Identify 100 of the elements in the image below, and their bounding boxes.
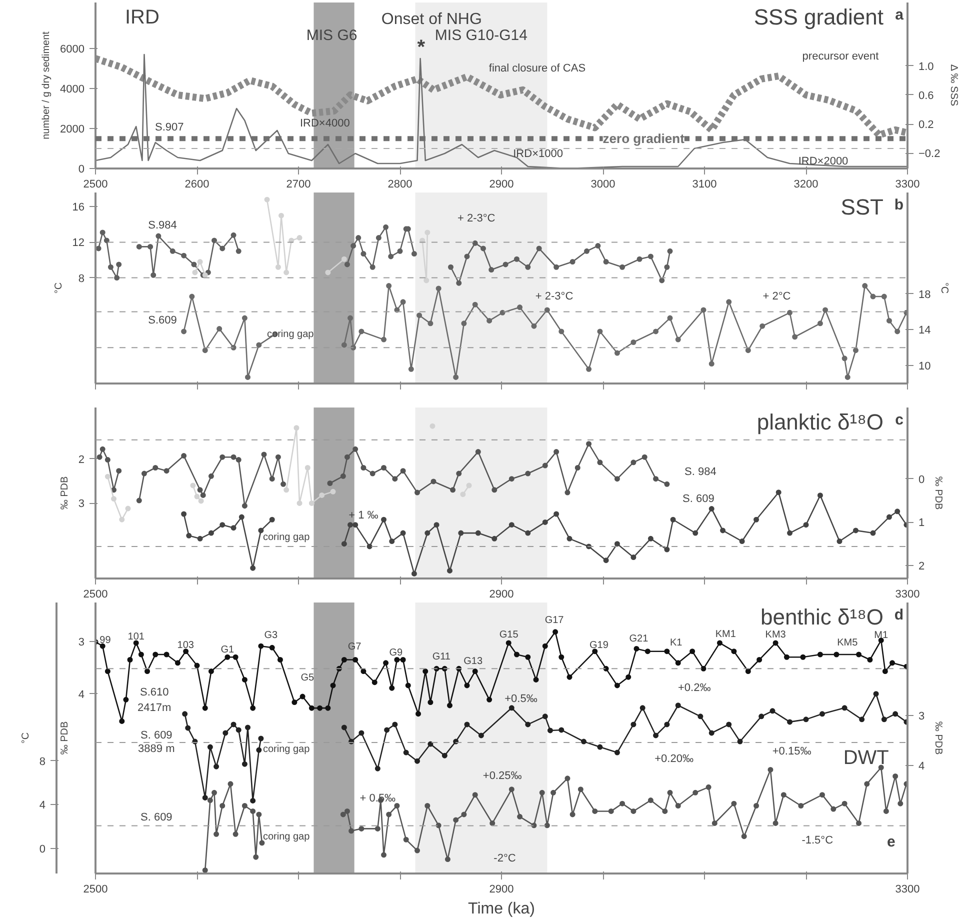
annotation: G11 <box>432 652 451 663</box>
y2-tick-label: 0.2 <box>918 119 934 132</box>
x-tick-label: 2500 <box>83 884 108 896</box>
annotation: S. 609 <box>682 493 714 506</box>
annotation: KM1 <box>715 628 736 640</box>
x-tick-label: 3300 <box>895 178 920 190</box>
annotation: G7 <box>348 642 362 653</box>
annotation: K1 <box>670 637 683 648</box>
chart-subtitle: c <box>895 412 904 428</box>
annotation: +0.15‰ <box>772 746 812 758</box>
y-tick-label: 3 <box>78 498 85 510</box>
y-axis-title: ‰ PDB <box>59 476 70 510</box>
annotation: MIS G10-G14 <box>434 27 528 44</box>
x-tick-label: 2700 <box>286 178 311 190</box>
chart-subtitle: b <box>894 196 904 214</box>
annotation: Onset of NHG <box>381 10 482 28</box>
annotation: coring gap <box>262 832 310 843</box>
annotation: G13 <box>464 656 483 667</box>
y-tick-label: 2000 <box>60 124 85 136</box>
annotation: S. 984 <box>684 466 716 478</box>
annotation: -1.5°C <box>802 834 834 846</box>
annotation: precursor event <box>802 50 879 62</box>
annotation: S.907 <box>155 122 184 134</box>
annotation: G1 <box>220 644 235 656</box>
annotation: +0.20‰ <box>654 753 694 766</box>
annotation: S.984 <box>148 219 177 232</box>
annotation: S.610 <box>140 686 169 699</box>
annotation: DWT <box>843 747 889 770</box>
annotation: G21 <box>629 633 649 644</box>
x-tick-label: 2500 <box>83 588 108 600</box>
y-axis-title: number / g dry sediment <box>41 31 52 140</box>
y-tick-label: 12 <box>72 237 85 250</box>
y3-tick-label: 8 <box>39 756 46 768</box>
y-axis-title: ‰ PDB <box>59 721 70 755</box>
chart-subtitle: a <box>895 6 904 24</box>
annotation: G3 <box>264 630 278 642</box>
annotation: 2417m <box>138 702 172 714</box>
x-tick-label: 2900 <box>489 884 514 896</box>
annotation: G19 <box>589 640 609 652</box>
y-tick-label: 0 <box>78 164 85 176</box>
x-tick-label: 3200 <box>794 178 818 190</box>
annotation: G9 <box>389 647 404 658</box>
x-tick-label: 2800 <box>388 178 412 190</box>
annotation: 99 <box>100 634 112 646</box>
x-tick-label: 3100 <box>692 178 717 190</box>
ref-line-label: zero gradient <box>602 131 686 146</box>
chart-subtitle: d <box>894 606 904 624</box>
chart-title: SST <box>840 194 884 220</box>
x-axis-title: Time (ka) <box>468 900 535 918</box>
x-tick-label: 2600 <box>184 178 210 190</box>
annotation: +0.25‰ <box>482 770 522 782</box>
y2-tick-label: 18 <box>918 288 931 301</box>
annotation: +0.5‰ <box>504 693 538 706</box>
annotation: G15 <box>499 630 519 641</box>
y3-tick-label: 0 <box>39 843 46 856</box>
annotation: S.609 <box>148 314 177 326</box>
annotation: e <box>886 833 896 850</box>
x-tick-label: 3300 <box>895 588 920 600</box>
y2-axis-title: ‰ PDB <box>932 721 944 755</box>
annotation: -2°C <box>494 852 516 864</box>
x-tick-label: 3000 <box>590 178 616 190</box>
y2-tick-label: 4 <box>918 760 925 773</box>
y2-tick-label: 2 <box>918 560 925 573</box>
y-tick-label: 8 <box>78 272 85 285</box>
y2-tick-label: 1.0 <box>918 60 934 73</box>
y-tick-label: 4000 <box>60 84 85 96</box>
y-axis-title: °C <box>53 282 64 294</box>
chart-title: benthic δ¹⁸O <box>760 604 884 630</box>
annotation: * <box>417 36 426 58</box>
annotation: G5 <box>300 672 315 684</box>
annotation: coring gap <box>262 744 310 756</box>
y2-tick-label: 0.6 <box>918 90 934 102</box>
chart-title: planktic δ¹⁸O <box>756 410 884 434</box>
x-tick-label: 2900 <box>489 588 514 600</box>
y2-tick-label: 0 <box>918 474 925 486</box>
y2-tick-label: 10 <box>918 360 931 373</box>
annotation: IRD×2000 <box>798 156 848 168</box>
annotation: 101 <box>128 632 145 643</box>
annotation: S. 609 <box>140 729 172 742</box>
annotation: + 2°C <box>762 290 791 302</box>
annotation: + 2-3°C <box>457 212 496 224</box>
annotation: KM5 <box>837 637 858 648</box>
y-tick-label: 16 <box>72 202 85 214</box>
y2-tick-label: 1 <box>918 517 925 530</box>
annotation: G17 <box>544 614 564 626</box>
y2-axis-title: Δ ‰ SSS <box>948 64 960 106</box>
annotation: IRD×1000 <box>513 148 563 160</box>
y-tick-label: 6000 <box>60 44 85 56</box>
x-tick-label: 2500 <box>83 178 108 190</box>
y2-tick-label: 14 <box>918 324 931 337</box>
y2-axis-title: °C <box>938 282 950 294</box>
annotation: + 1 ‰ <box>348 510 378 522</box>
annotation: + 0.5‰ <box>360 792 396 804</box>
y3-tick-label: 4 <box>39 800 46 812</box>
y2-tick-label: 3 <box>918 710 925 722</box>
annotation: KM3 <box>765 630 786 641</box>
y-tick-label: 2 <box>78 454 85 466</box>
annotation: 103 <box>177 640 194 652</box>
annotation: 3889 m <box>138 743 175 756</box>
y3-axis-title: °C <box>20 732 32 744</box>
